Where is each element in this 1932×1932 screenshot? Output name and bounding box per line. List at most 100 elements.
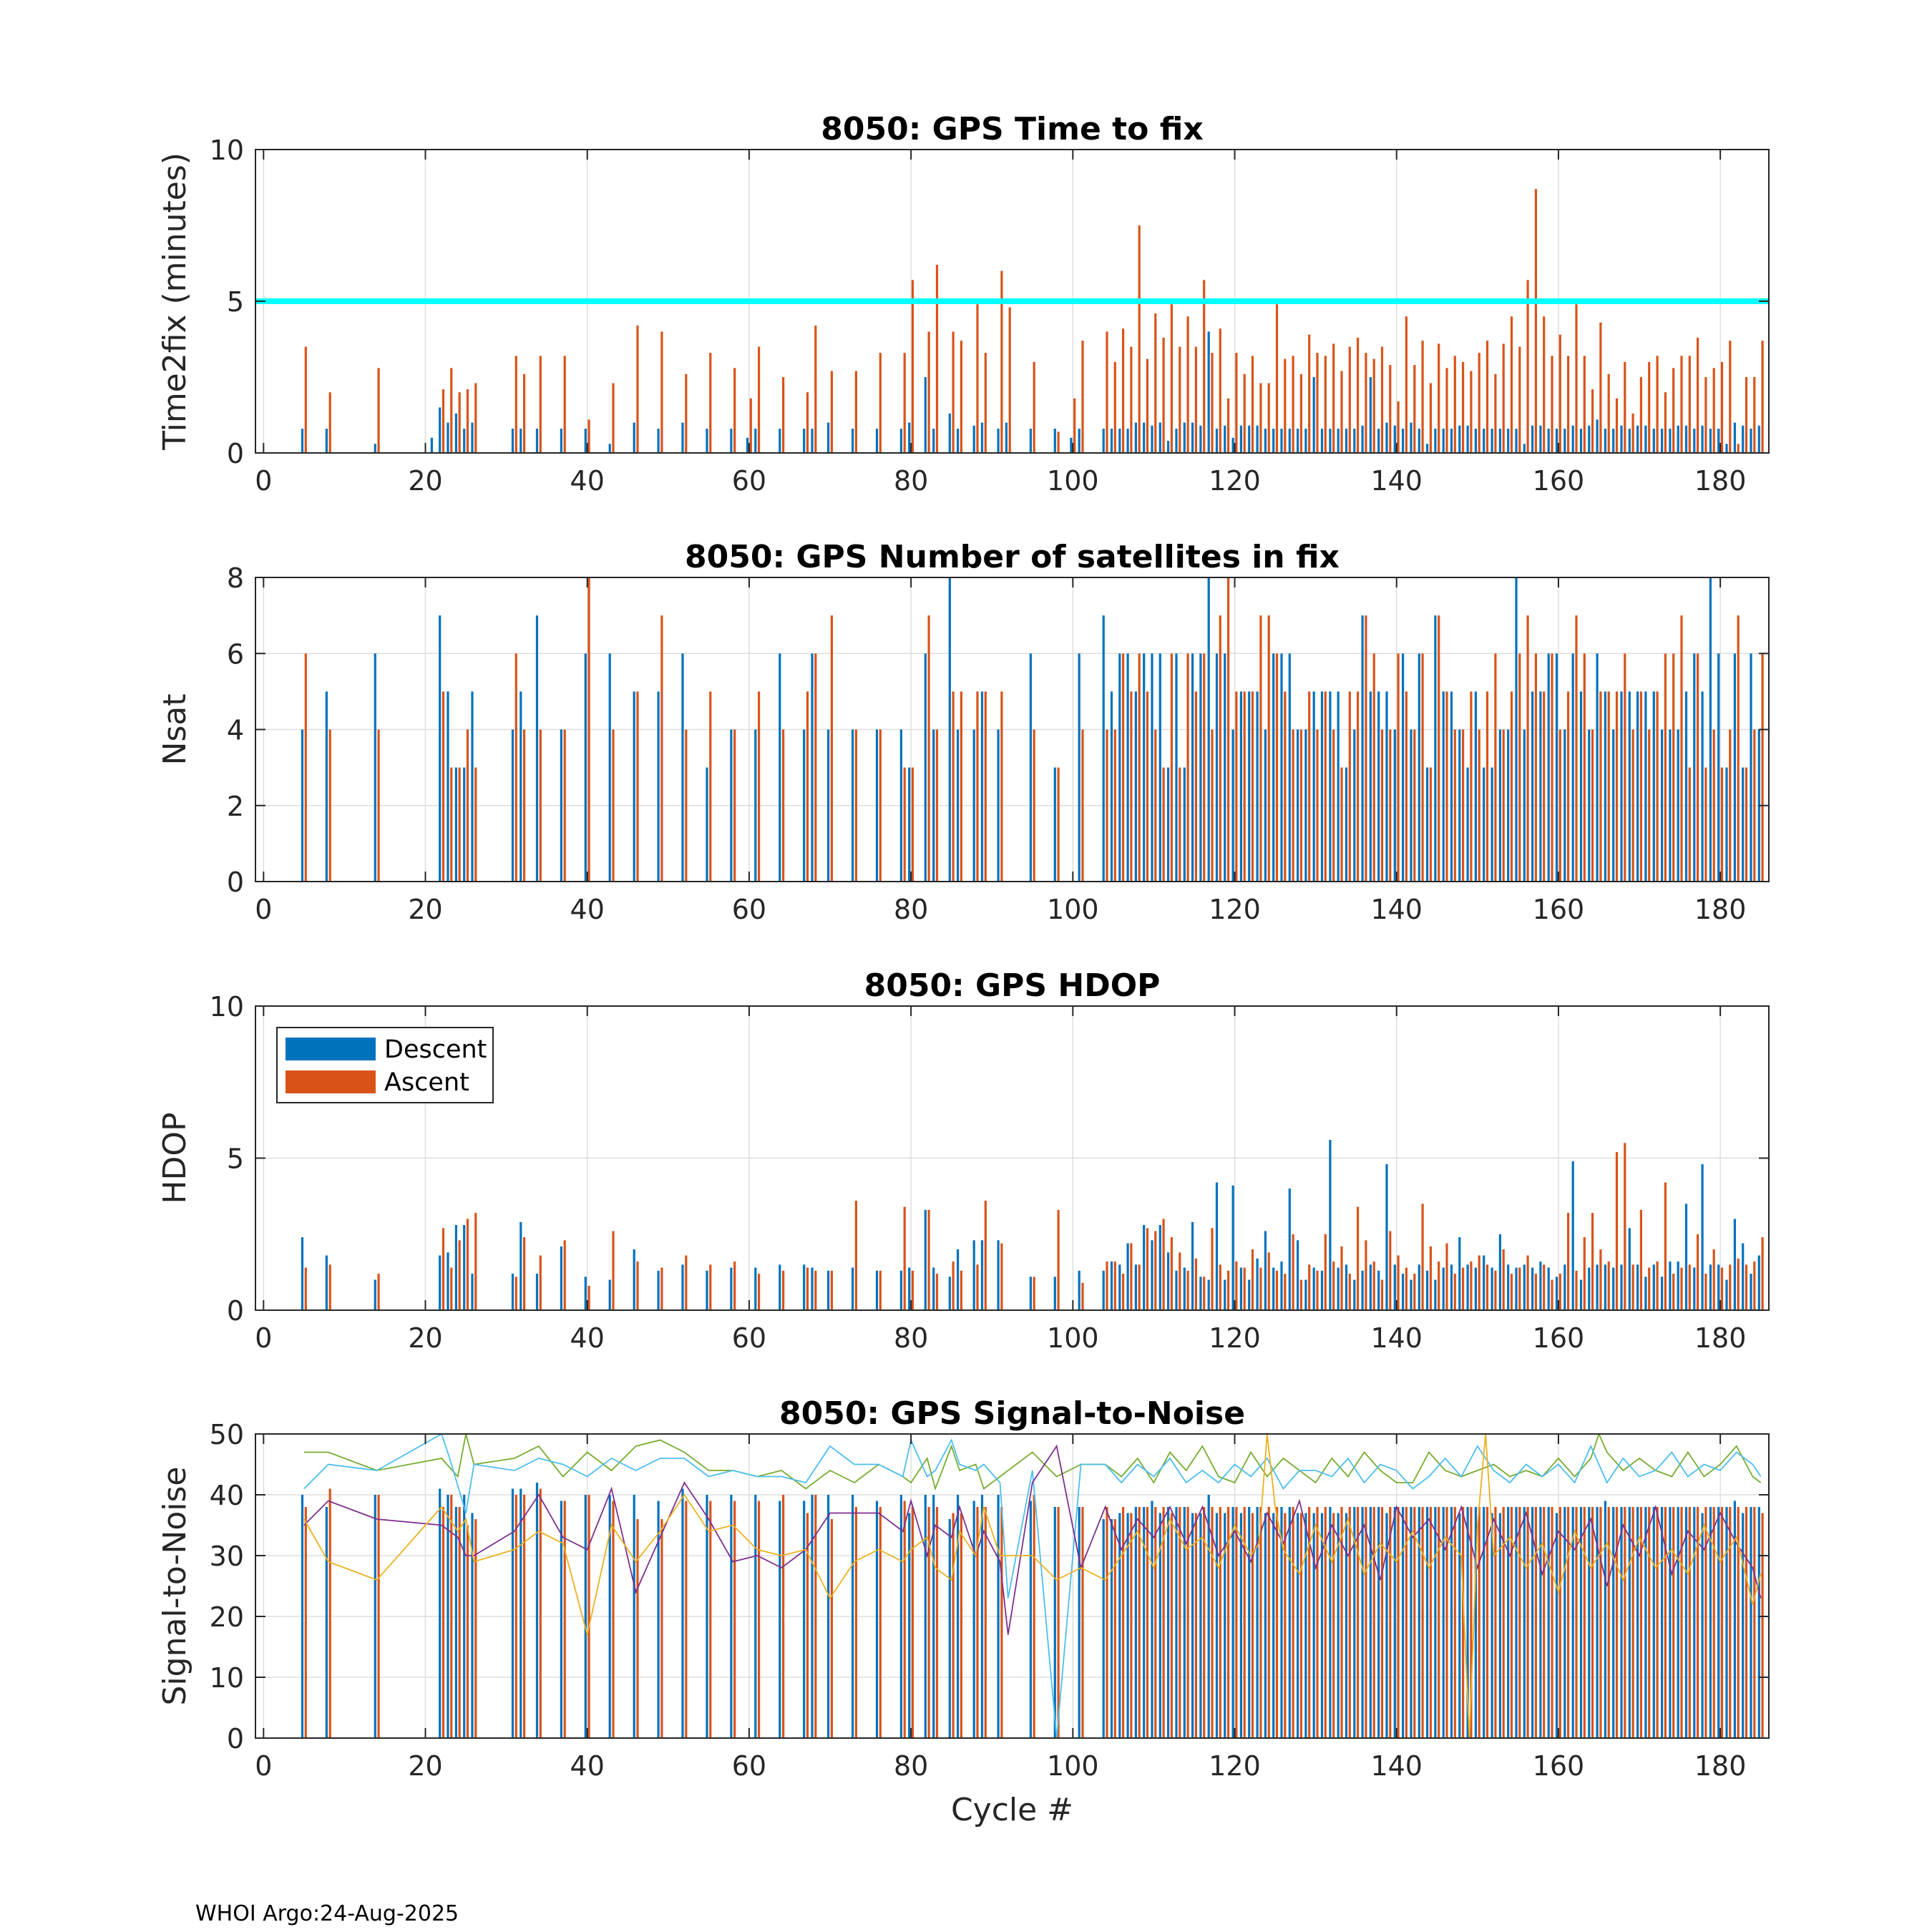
bar-ascent [1558,1274,1561,1310]
bar-descent [1272,1513,1275,1738]
bar-descent [1628,1507,1631,1738]
bar-ascent [1340,1507,1343,1738]
bar-ascent [1453,1507,1456,1738]
bar-descent [447,1495,449,1738]
bar-ascent [1688,356,1691,453]
bar-ascent [1534,1507,1537,1738]
bar-ascent [1243,691,1246,882]
bar-descent [1369,1264,1372,1310]
bar-descent [1280,429,1283,453]
bar-ascent [1518,653,1521,882]
bar-ascent [1275,304,1279,453]
bar-descent [1515,577,1518,882]
bar-descent [511,729,514,882]
bar-descent [730,729,733,882]
bar-ascent [450,1495,453,1738]
bar-ascent [1567,356,1570,453]
bar-ascent [1179,1507,1181,1738]
bar-ascent [1470,691,1473,882]
bar-ascent [1575,1507,1578,1738]
bar-ascent [1357,1507,1360,1738]
bar-ascent [1624,1143,1626,1310]
bar-descent [1248,1507,1251,1738]
bar-ascent [1656,1262,1659,1310]
x-tick-label: 20 [408,465,442,497]
bar-ascent [927,1209,930,1310]
bar-ascent [441,1507,445,1738]
x-tick-label: 140 [1370,465,1423,497]
bar-descent [1628,1228,1631,1310]
bar-ascent [1656,1507,1659,1738]
bar-descent [1029,1277,1032,1310]
bar-descent [1418,1507,1420,1738]
bar-ascent [1624,653,1626,882]
bar-descent [980,422,984,453]
bar-ascent [1704,1274,1707,1310]
bar-ascent [1259,1267,1262,1310]
bar-descent [1644,1277,1647,1310]
bar-ascent [1485,1264,1489,1310]
bar-descent [1563,729,1566,882]
bar-descent [1677,1262,1679,1310]
x-tick-label: 0 [255,1322,272,1354]
bar-descent [1361,1507,1364,1738]
bar-descent [1588,1507,1591,1738]
bar-descent [1304,729,1307,882]
bar-ascent [749,398,752,453]
bar-descent [1361,1270,1364,1310]
bar-descent [463,429,466,453]
x-tick-label: 100 [1047,1322,1099,1354]
x-tick-label: 120 [1209,894,1261,925]
bar-descent [948,1277,951,1310]
bar-ascent [377,368,380,453]
bar-descent [1191,653,1194,882]
bar-ascent [814,1270,817,1310]
x-tick-label: 180 [1694,894,1747,925]
bar-ascent [1526,280,1529,453]
bar-ascent [1186,316,1189,453]
bar-descent [633,422,635,453]
bar-ascent [1162,337,1165,453]
bar-ascent [587,1286,590,1310]
bar-descent [1620,691,1623,882]
x-tick-label: 160 [1533,894,1585,925]
bar-ascent [514,1277,517,1310]
bar-ascent [466,1525,469,1738]
bar-descent [584,1277,587,1310]
bar-descent [1661,1277,1664,1310]
bar-descent [1175,653,1178,882]
bar-descent [1029,429,1032,453]
bar-descent [374,653,376,882]
bar-ascent [1429,767,1432,882]
bar-descent [754,429,757,453]
bar-ascent [1372,1507,1375,1738]
bar-descent [1661,429,1664,453]
bar-ascent [1365,615,1367,882]
legend-label-descent: Descent [384,1035,487,1064]
x-tick-label: 180 [1694,465,1747,497]
bar-ascent [563,1501,566,1738]
bar-ascent [782,1495,785,1738]
bar-descent [1733,422,1736,453]
bar-ascent [1510,316,1513,453]
bar-ascent [474,1519,477,1738]
bar-ascent [879,353,882,453]
bar-ascent [1543,1264,1546,1310]
bar-ascent [1113,1262,1116,1310]
bar-descent [852,729,854,882]
bar-ascent [1259,1507,1262,1738]
bar-descent [957,1495,960,1738]
bar-ascent [514,356,517,453]
bar-ascent [1688,1507,1691,1738]
bar-ascent [1316,1507,1319,1738]
bar-ascent [1365,1240,1367,1310]
bar-ascent [1631,729,1634,882]
bar-ascent [1324,1234,1327,1310]
bar-ascent [1365,353,1367,453]
bar-ascent [1389,365,1392,453]
bar-ascent [1697,653,1699,882]
bar-descent [1231,1185,1234,1310]
bar-descent [1118,1264,1121,1310]
bar-ascent [1591,729,1594,882]
bar-descent [560,429,562,453]
